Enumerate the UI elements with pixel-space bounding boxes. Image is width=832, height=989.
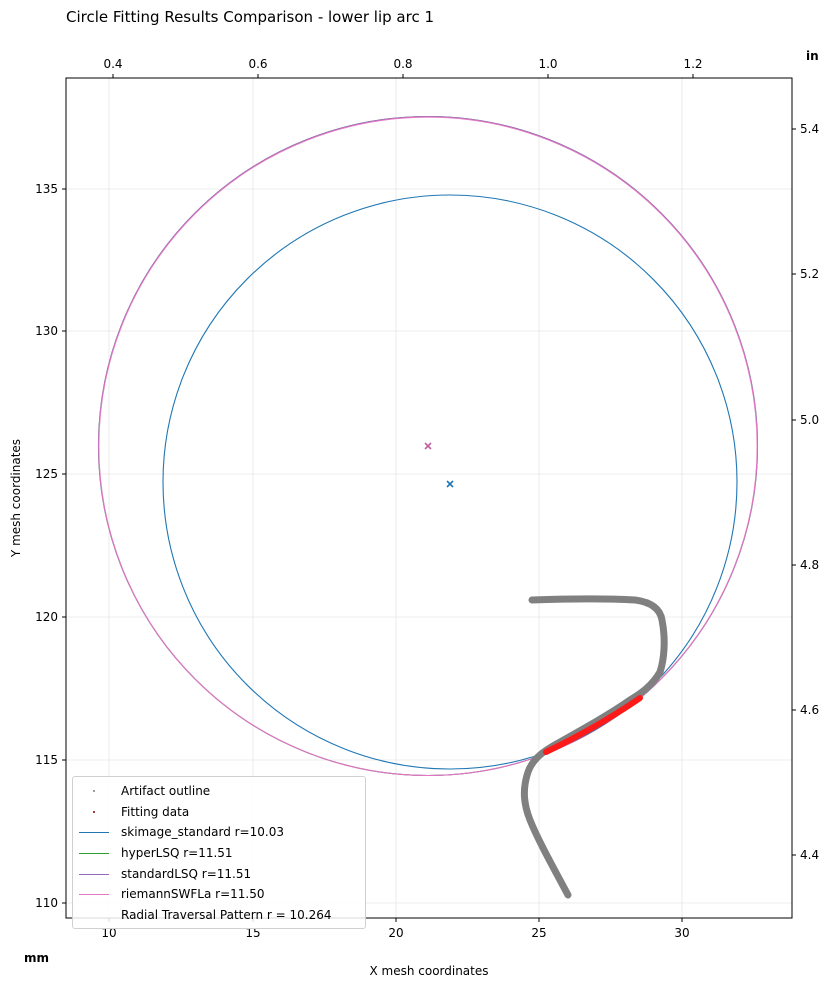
line-marker-icon bbox=[79, 888, 109, 900]
x-tick-label: 10 bbox=[101, 926, 116, 940]
right-tick-label: 5.0 bbox=[800, 413, 819, 427]
y-axis-label: Y mesh coordinates bbox=[9, 439, 23, 558]
legend-item-skimage-standard: skimage_standard r=10.03 bbox=[79, 822, 359, 843]
legend: Artifact outline Fitting data skimage_st… bbox=[72, 776, 366, 929]
dot-marker-icon bbox=[79, 785, 109, 797]
legend-label: Fitting data bbox=[121, 804, 190, 819]
right-tick-label: 5.2 bbox=[800, 267, 819, 281]
x-tick-label: 30 bbox=[674, 926, 689, 940]
x-tick-label: 25 bbox=[531, 926, 546, 940]
dot-marker-icon bbox=[79, 806, 109, 818]
legend-label: Artifact outline bbox=[121, 784, 211, 799]
y-tick-label: 130 bbox=[35, 324, 58, 338]
y-tick-label: 115 bbox=[35, 753, 58, 767]
top-tick-label: 1.2 bbox=[683, 57, 702, 71]
top-tick-label: 0.8 bbox=[393, 57, 412, 71]
legend-item-radial-traversal: Radial Traversal Pattern r = 10.264 bbox=[79, 905, 359, 926]
line-marker-icon bbox=[79, 868, 109, 880]
unit-label-mm: mm bbox=[24, 951, 50, 965]
legend-item-riemannswfla: riemannSWFLa r=11.50 bbox=[79, 884, 359, 905]
right-tick-label: 5.4 bbox=[800, 122, 819, 136]
plot-frame bbox=[65, 77, 793, 919]
y-tick-label: 110 bbox=[35, 896, 58, 910]
center-marker-lsq bbox=[424, 442, 432, 450]
legend-label: skimage_standard r=10.03 bbox=[121, 825, 284, 840]
right-tick-label: 4.4 bbox=[800, 848, 819, 862]
top-tick-label: 1.0 bbox=[538, 57, 557, 71]
y-ticks bbox=[62, 188, 66, 904]
legend-item-standardlsq: standardLSQ r=11.51 bbox=[79, 863, 359, 884]
top-ticks bbox=[112, 74, 694, 78]
line-marker-icon bbox=[79, 826, 109, 838]
y-tick-label: 120 bbox=[35, 610, 58, 624]
chart-title: Circle Fitting Results Comparison - lowe… bbox=[66, 8, 434, 26]
center-marker-skimage bbox=[446, 480, 454, 488]
artifact-outline bbox=[520, 595, 668, 899]
legend-item-fitting-data: Fitting data bbox=[79, 802, 359, 823]
right-tick-label: 4.6 bbox=[800, 703, 819, 717]
legend-label: Radial Traversal Pattern r = 10.264 bbox=[121, 907, 332, 922]
unit-label-in: in bbox=[806, 49, 819, 63]
circle-riemannSWFLa bbox=[98, 116, 758, 777]
legend-item-hyperlsq: hyperLSQ r=11.51 bbox=[79, 843, 359, 864]
legend-label: hyperLSQ r=11.51 bbox=[121, 846, 233, 861]
right-tick-label: 4.8 bbox=[800, 558, 819, 572]
blank-marker-icon bbox=[79, 909, 109, 921]
circle-skimage-standard bbox=[162, 194, 738, 770]
y-tick-label: 135 bbox=[35, 182, 58, 196]
top-tick-label: 0.4 bbox=[103, 57, 122, 71]
top-tick-label: 0.6 bbox=[248, 57, 267, 71]
y-tick-label: 125 bbox=[35, 467, 58, 481]
gridlines bbox=[66, 78, 792, 918]
right-ticks bbox=[792, 128, 796, 856]
fitting-data bbox=[543, 695, 643, 755]
legend-label: riemannSWFLa r=11.50 bbox=[121, 887, 265, 902]
x-axis-label: X mesh coordinates bbox=[369, 964, 488, 978]
legend-item-artifact-outline: Artifact outline bbox=[79, 781, 359, 802]
x-tick-label: 15 bbox=[245, 926, 260, 940]
x-tick-label: 20 bbox=[388, 926, 403, 940]
line-marker-icon bbox=[79, 847, 109, 859]
legend-label: standardLSQ r=11.51 bbox=[121, 866, 252, 881]
